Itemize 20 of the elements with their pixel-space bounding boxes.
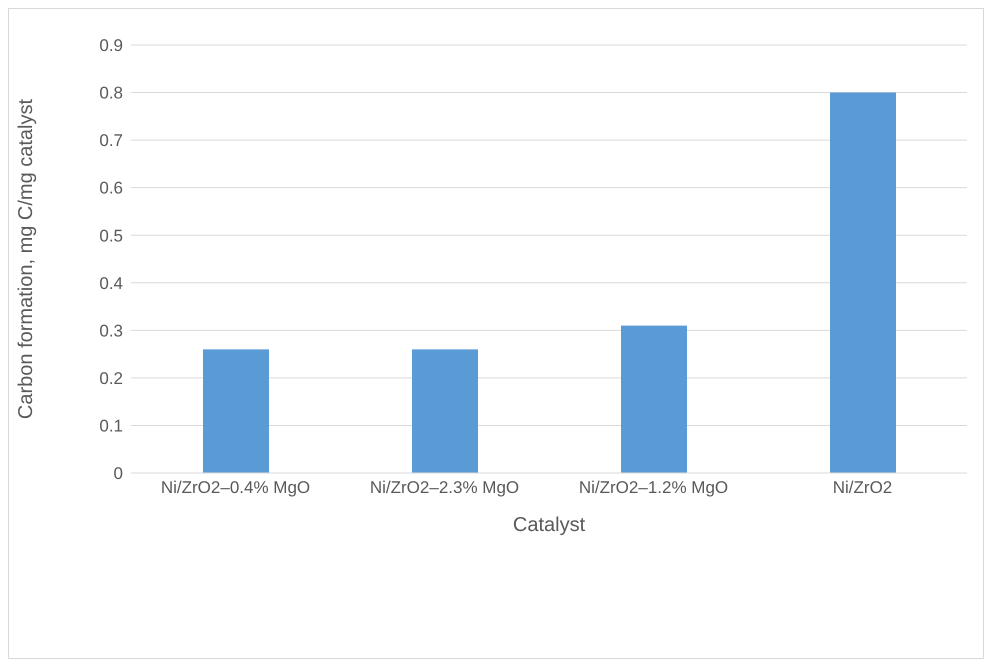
x-tick-label: Ni/ZrO2 [832,478,892,498]
bar [203,349,269,473]
y-tick-label: 0.6 [99,178,123,198]
bar [412,349,478,473]
y-axis-title: Carbon formation, mg C/mg catalyst [15,98,38,420]
x-tick-label: Ni/ZrO2–0.4% MgO [160,478,310,498]
y-tick-label: 0.7 [99,131,123,150]
x-axis-title: Catalyst [512,514,586,536]
y-tick-label: 0.5 [99,226,123,246]
y-tick-label: 0.4 [99,274,123,293]
y-tick-label: 0 [114,464,123,484]
bar [621,326,687,473]
bar [830,92,896,473]
y-tick-label: 0.8 [99,84,123,103]
x-tick-label: Ni/ZrO2–1.2% MgO [578,478,728,498]
x-tick-label: Ni/ZrO2–2.3% MgO [370,478,520,498]
y-tick-label: 0.1 [99,416,123,436]
y-tick-label: 0.2 [99,368,123,388]
y-tick-label: 0.3 [99,321,123,340]
y-tick-label: 0.9 [99,36,123,56]
